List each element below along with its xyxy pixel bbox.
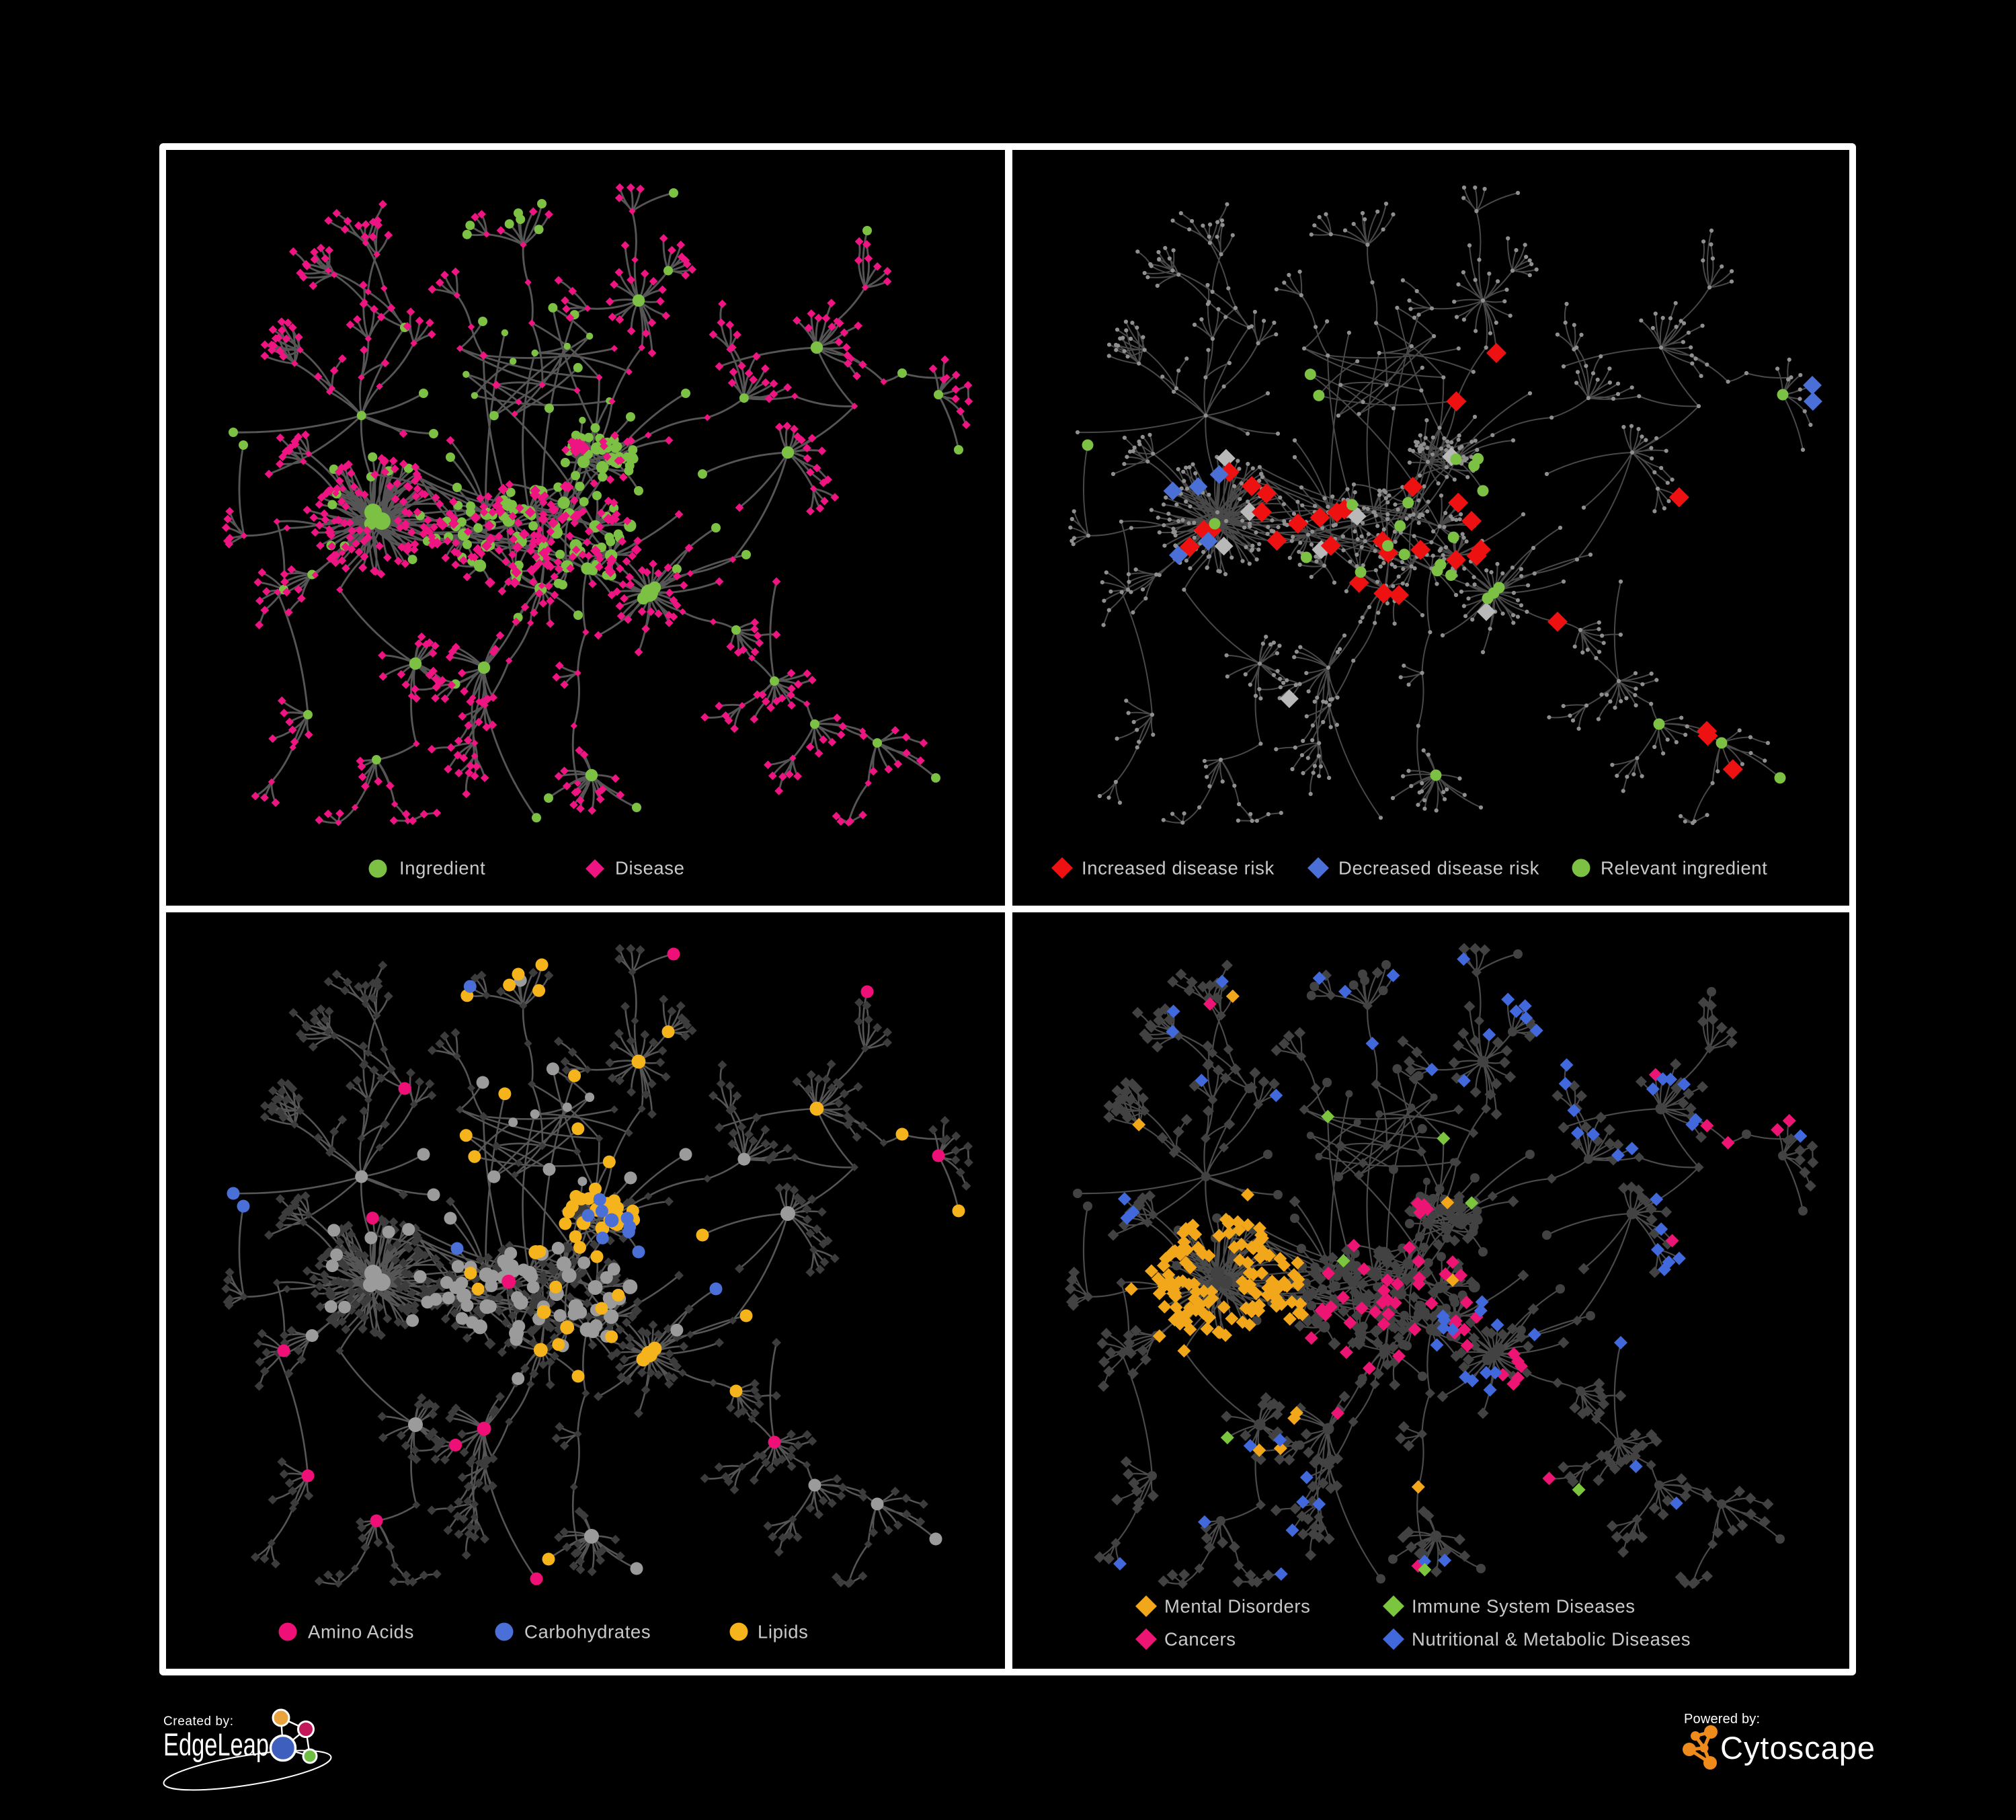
svg-text:Carbohydrates: Carbohydrates: [524, 1622, 651, 1643]
svg-text:Disease: Disease: [615, 858, 685, 879]
svg-text:Amino Acids: Amino Acids: [308, 1622, 414, 1643]
svg-text:Powered by:: Powered by:: [1684, 1712, 1760, 1727]
svg-text:Decreased disease risk: Decreased disease risk: [1338, 858, 1539, 879]
svg-text:Increased disease risk: Increased disease risk: [1082, 858, 1275, 879]
svg-text:Immune System Diseases: Immune System Diseases: [1412, 1596, 1636, 1617]
svg-text:Mental Disorders: Mental Disorders: [1164, 1596, 1310, 1617]
svg-text:EdgeLeap: EdgeLeap: [163, 1727, 269, 1762]
svg-text:Nutritional & Metabolic Diseas: Nutritional & Metabolic Diseases: [1412, 1629, 1691, 1650]
svg-text:Cytoscape: Cytoscape: [1720, 1730, 1875, 1766]
svg-text:Relevant ingredient: Relevant ingredient: [1601, 858, 1767, 879]
svg-text:Created by:: Created by:: [163, 1714, 233, 1729]
svg-text:Ingredient: Ingredient: [399, 858, 485, 879]
svg-text:Lipids: Lipids: [758, 1622, 808, 1643]
svg-text:Cancers: Cancers: [1164, 1629, 1236, 1650]
